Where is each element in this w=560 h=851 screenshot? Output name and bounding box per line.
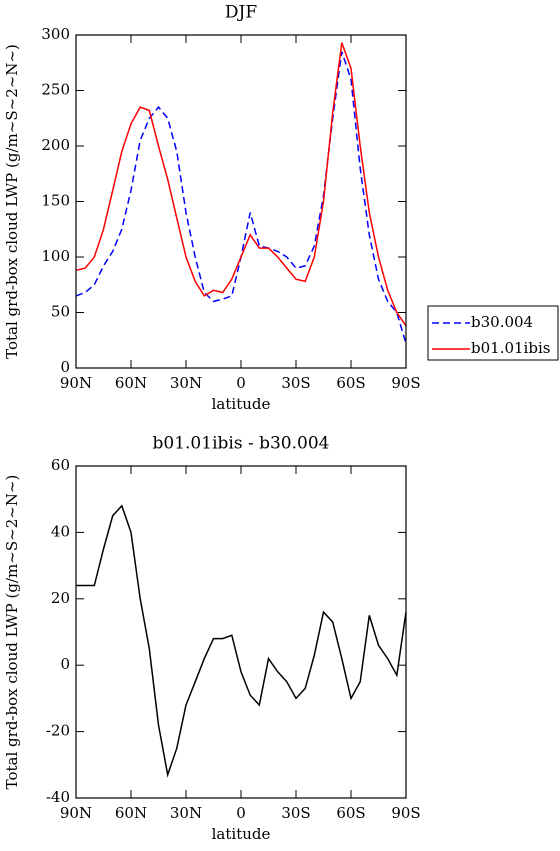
y-tick-label: 200 [41, 136, 70, 154]
x-axis-label: latitude [212, 395, 271, 413]
x-tick-label: 30S [281, 804, 310, 822]
data-line [75, 42, 407, 327]
x-axis-label: latitude [212, 825, 271, 843]
x-tick-label: 90N [60, 374, 92, 392]
x-tick-label: 90S [391, 804, 420, 822]
data-line [75, 51, 407, 344]
y-tick-label: 40 [51, 522, 70, 540]
y-tick-label: 0 [60, 655, 70, 673]
plot-frame [75, 34, 407, 369]
y-axis-label: Total grd-box cloud LWP (g/m~S~2~N~) [3, 44, 21, 359]
y-tick-label: 50 [51, 303, 70, 321]
legend [427, 305, 559, 361]
x-tick-label: 90S [391, 374, 420, 392]
legend-label: b30.004 [471, 313, 533, 331]
y-axis-label: Total grd-box cloud LWP (g/m~S~2~N~) [3, 475, 21, 790]
y-tick-label: 300 [41, 25, 70, 43]
x-tick-label: 0 [236, 374, 246, 392]
chart-title: b01.01ibis - b30.004 [153, 434, 330, 454]
y-tick-label: 0 [60, 358, 70, 376]
chart-title: DJF [225, 3, 257, 23]
x-tick-label: 90N [60, 804, 92, 822]
y-tick-label: 60 [51, 456, 70, 474]
x-tick-label: 60S [336, 804, 365, 822]
y-tick-label: -40 [46, 788, 70, 806]
x-tick-label: 60N [115, 374, 147, 392]
legend-box [427, 305, 559, 361]
y-tick-label: 20 [51, 589, 70, 607]
data-line [76, 504, 407, 778]
x-tick-label: 30S [281, 374, 310, 392]
x-tick-label: 60N [115, 804, 147, 822]
y-tick-label: 100 [41, 247, 70, 265]
y-tick-label: -20 [46, 722, 70, 740]
x-tick-label: 30N [170, 804, 202, 822]
x-tick-label: 30N [170, 374, 202, 392]
y-tick-label: 250 [41, 81, 70, 99]
x-tick-label: 0 [236, 804, 246, 822]
x-tick-label: 60S [336, 374, 365, 392]
y-tick-label: 150 [41, 192, 70, 210]
legend-label: b01.01ibis [471, 339, 550, 357]
